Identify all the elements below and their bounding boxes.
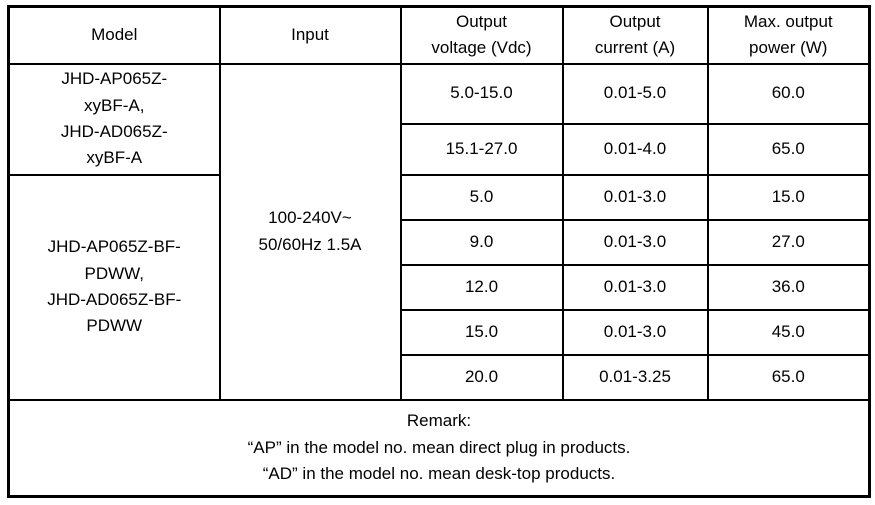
voltage-cell: 5.0-15.0 [399, 62, 564, 125]
current-cell: 0.01-3.25 [561, 353, 709, 401]
power-cell: 27.0 [706, 218, 871, 266]
voltage-cell: 5.0 [399, 173, 564, 221]
current-cell: 0.01-3.0 [561, 308, 709, 356]
input-cell: 100-240V~ 50/60Hz 1.5A [218, 62, 402, 401]
voltage-cell: 12.0 [399, 263, 564, 311]
col-header-model: Model [7, 5, 221, 65]
col-header-current: Output current (A) [561, 5, 709, 65]
table-row: 15.1-27.0 0.01-4.0 65.0 [9, 122, 871, 176]
table-row: 12.0 0.01-3.0 36.0 [9, 263, 871, 311]
current-cell: 0.01-3.0 [561, 218, 709, 266]
col-header-voltage: Output voltage (Vdc) [399, 5, 564, 65]
table-row: 20.0 0.01-3.25 65.0 [9, 353, 871, 401]
spec-table: Model Input Output voltage (Vdc) Output … [7, 5, 871, 498]
col-header-input: Input [218, 5, 402, 65]
power-cell: 36.0 [706, 263, 871, 311]
current-cell: 0.01-5.0 [561, 62, 709, 125]
voltage-cell: 15.0 [399, 308, 564, 356]
remark-text: Remark: “AP” in the model no. mean direc… [7, 398, 871, 498]
power-cell: 65.0 [706, 353, 871, 401]
voltage-cell: 9.0 [399, 218, 564, 266]
power-cell: 65.0 [706, 122, 871, 176]
table-row: JHD-AP065Z- xyBF-A, JHD-AD065Z- xyBF-A 1… [7, 62, 871, 401]
power-cell: 60.0 [706, 62, 871, 125]
current-cell: 0.01-3.0 [561, 263, 709, 311]
col-header-power: Max. output power (W) [706, 5, 871, 65]
table-row: 15.0 0.01-3.0 45.0 [9, 308, 871, 356]
power-cell: 45.0 [706, 308, 871, 356]
header-row: Model Input Output voltage (Vdc) Output … [7, 5, 871, 65]
remark-row: Remark: “AP” in the model no. mean direc… [7, 398, 871, 498]
table-row: 9.0 0.01-3.0 27.0 [9, 218, 871, 266]
model-group-2-cell: JHD-AP065Z-BF- PDWW, JHD-AD065Z-BF- PDWW [7, 173, 221, 401]
voltage-cell: 20.0 [399, 353, 564, 401]
model-group-1-cell: JHD-AP065Z- xyBF-A, JHD-AD065Z- xyBF-A [7, 62, 221, 176]
current-cell: 0.01-3.0 [561, 173, 709, 221]
power-cell: 15.0 [706, 173, 871, 221]
current-cell: 0.01-4.0 [561, 122, 709, 176]
table-row: JHD-AP065Z-BF- PDWW, JHD-AD065Z-BF- PDWW… [7, 173, 871, 401]
voltage-cell: 15.1-27.0 [399, 122, 564, 176]
